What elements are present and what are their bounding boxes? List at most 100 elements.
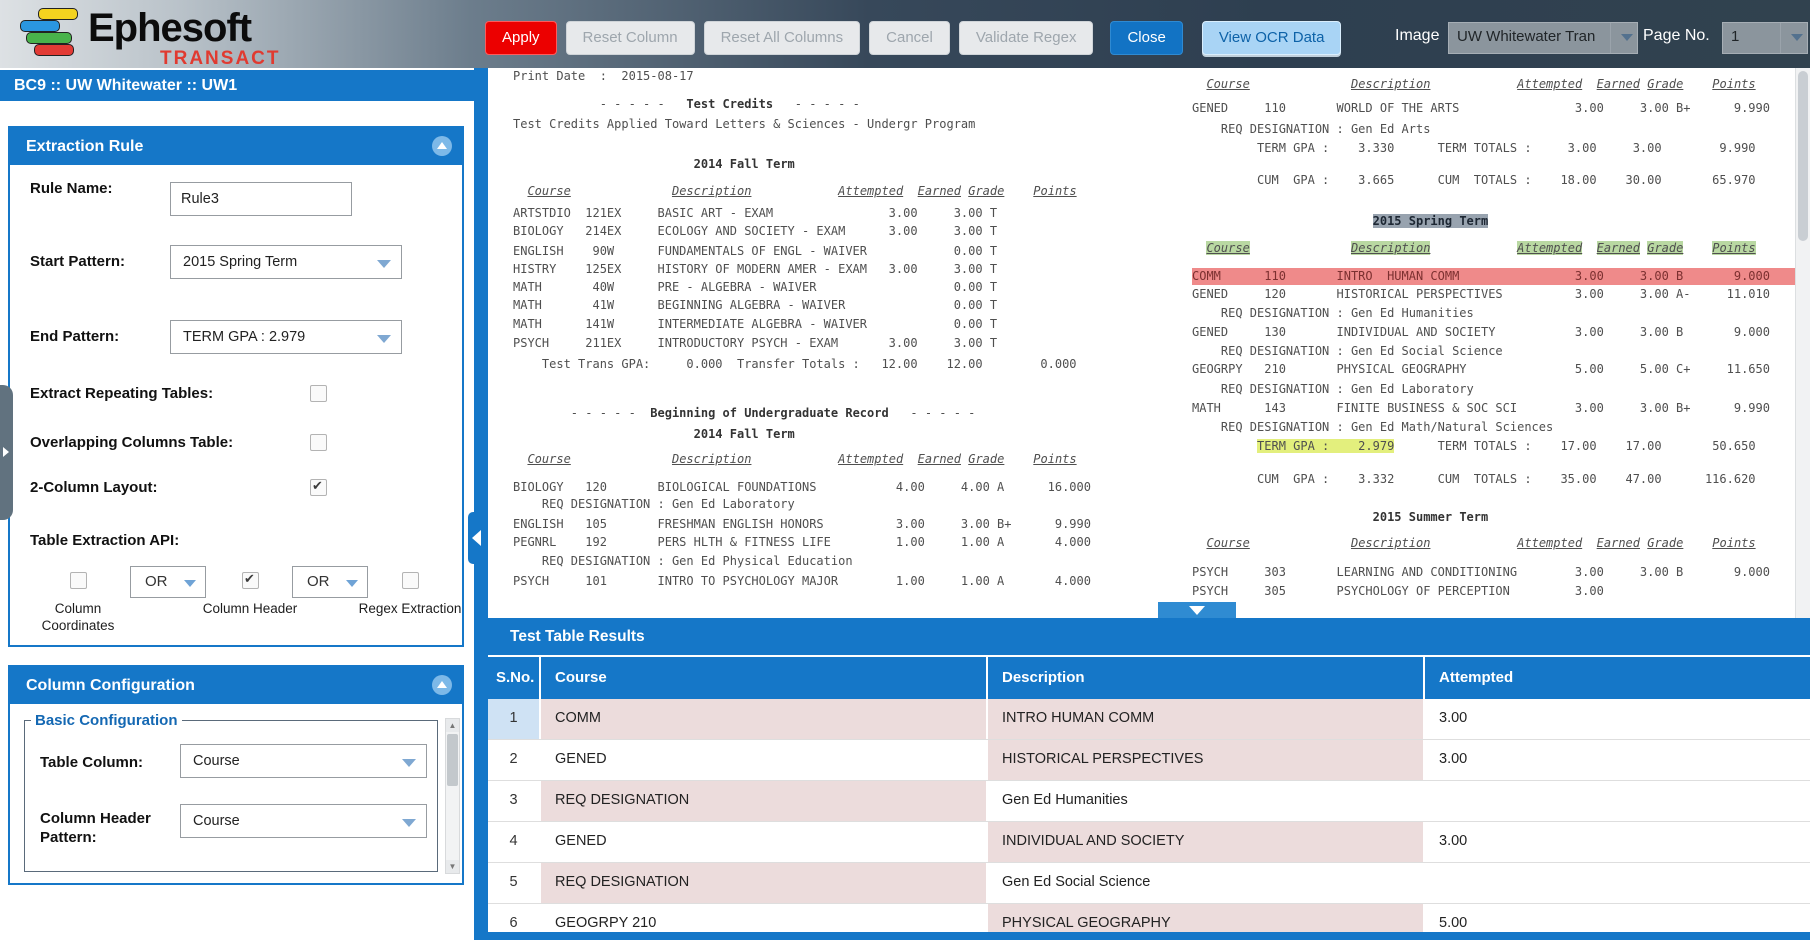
- regex-extraction-label: Regex Extraction: [350, 600, 470, 617]
- api-operator-select-1[interactable]: OR: [130, 566, 206, 598]
- view-ocr-data-button[interactable]: View OCR Data: [1202, 21, 1342, 55]
- api-operator-select-2[interactable]: OR: [292, 566, 368, 598]
- cell-attempted[interactable]: [1423, 863, 1810, 903]
- cell-attempted[interactable]: 3.00: [1423, 699, 1810, 739]
- document-text-line: MATH 143 FINITE BUSINESS & SOC SCI 3.00 …: [1192, 400, 1795, 417]
- reset-column-button[interactable]: Reset Column: [566, 21, 695, 55]
- table-column-select[interactable]: Course: [180, 744, 427, 778]
- sidebar-drawer-handle[interactable]: [0, 385, 13, 520]
- document-text-line: 2014 Fall Term: [513, 426, 1093, 443]
- cell-sno[interactable]: 3: [488, 781, 539, 821]
- cell-description[interactable]: HISTORICAL PERSPECTIVES: [986, 740, 1423, 780]
- cell-description[interactable]: INDIVIDUAL AND SOCIETY: [986, 822, 1423, 862]
- chevron-down-icon: [377, 335, 391, 350]
- two-column-layout-checkbox[interactable]: [310, 479, 327, 496]
- results-bottom-border: [488, 932, 1810, 940]
- reset-all-columns-button[interactable]: Reset All Columns: [704, 21, 861, 55]
- chevron-down-icon: [1621, 34, 1633, 47]
- document-text-line: PSYCH 305 PSYCHOLOGY OF PERCEPTION 3.00: [1192, 583, 1795, 600]
- overlapping-columns-table-checkbox[interactable]: [310, 434, 327, 451]
- table-row[interactable]: 5REQ DESIGNATIONGen Ed Social Science: [488, 863, 1810, 904]
- table-row[interactable]: 4GENEDINDIVIDUAL AND SOCIETY3.00: [488, 822, 1810, 863]
- scrollbar-thumb[interactable]: [447, 734, 458, 786]
- end-pattern-select[interactable]: TERM GPA : 2.979: [170, 320, 402, 354]
- cell-attempted[interactable]: 3.00: [1423, 822, 1810, 862]
- extract-repeating-tables-checkbox[interactable]: [310, 385, 327, 402]
- extraction-rule-header: Extraction Rule: [10, 128, 462, 165]
- start-pattern-select[interactable]: 2015 Spring Term: [170, 245, 402, 279]
- cell-course[interactable]: GENED: [539, 822, 986, 862]
- cell-sno[interactable]: 1: [488, 699, 539, 739]
- end-pattern-value: TERM GPA : 2.979: [171, 321, 401, 345]
- collapse-left-icon[interactable]: [468, 512, 488, 564]
- scroll-down-icon[interactable]: ▼: [446, 860, 459, 873]
- cell-description[interactable]: Gen Ed Social Science: [986, 863, 1423, 903]
- cell-course[interactable]: REQ DESIGNATION: [539, 863, 986, 903]
- cell-sno[interactable]: 4: [488, 822, 539, 862]
- start-pattern-label: Start Pattern:: [30, 253, 125, 270]
- document-text-line: CUM GPA : 3.665 CUM TOTALS : 18.00 30.00…: [1192, 172, 1795, 189]
- cancel-button[interactable]: Cancel: [869, 21, 950, 55]
- cell-attempted[interactable]: 3.00: [1423, 740, 1810, 780]
- page-select[interactable]: 1: [1722, 22, 1808, 54]
- validate-regex-button[interactable]: Validate Regex: [959, 21, 1094, 55]
- column-configuration-header: Column Configuration: [10, 667, 462, 704]
- cell-description[interactable]: Gen Ed Humanities: [986, 781, 1423, 821]
- table-row[interactable]: 2GENEDHISTORICAL PERSPECTIVES3.00: [488, 740, 1810, 781]
- document-scrollbar[interactable]: [1795, 68, 1810, 618]
- document-text-line: ENGLISH 105 FRESHMAN ENGLISH HONORS 3.00…: [513, 516, 1093, 533]
- results-rows: 1COMMINTRO HUMAN COMM3.002GENEDHISTORICA…: [488, 699, 1810, 940]
- document-text-line: 2015 Spring Term: [1192, 213, 1795, 230]
- document-text-line: PSYCH 101 INTRO TO PSYCHOLOGY MAJOR 1.00…: [513, 573, 1093, 590]
- breadcrumb: BC9 :: UW Whitewater :: UW1: [0, 70, 474, 101]
- image-select-value: UW Whitewater Tran: [1449, 23, 1637, 50]
- regex-extraction-checkbox[interactable]: [402, 572, 419, 589]
- document-viewer[interactable]: Print Date : 2015-08-17 - - - - - Test C…: [488, 68, 1795, 618]
- results-header-row: S.No.CourseDescriptionAttempted: [488, 655, 1810, 699]
- panel-scrollbar[interactable]: ▲ ▼: [445, 718, 460, 874]
- table-row[interactable]: 3REQ DESIGNATIONGen Ed Humanities: [488, 781, 1810, 822]
- cell-sno[interactable]: 2: [488, 740, 539, 780]
- rule-name-input[interactable]: [170, 182, 352, 216]
- cell-course[interactable]: COMM: [539, 699, 986, 739]
- chevron-down-icon: [402, 819, 416, 834]
- column-header-pattern-label: Column Header: [40, 810, 151, 827]
- apply-button[interactable]: Apply: [485, 21, 557, 55]
- chevron-down-icon: [346, 580, 358, 593]
- document-text-line: Course Description Attempted Earned Grad…: [1192, 240, 1795, 257]
- document-text-line: ENGLISH 90W FUNDAMENTALS OF ENGL - WAIVE…: [513, 243, 1093, 260]
- extraction-rule-panel: Extraction Rule Rule Name: Start Pattern…: [8, 126, 464, 647]
- document-text-line: REQ DESIGNATION : Gen Ed Humanities: [1192, 305, 1795, 322]
- cell-course[interactable]: GENED: [539, 740, 986, 780]
- cell-sno[interactable]: 5: [488, 863, 539, 903]
- document-text-line: TERM GPA : 2.979 TERM TOTALS : 17.00 17.…: [1192, 438, 1795, 455]
- brand-name: Ephesoft: [88, 6, 251, 51]
- close-button[interactable]: Close: [1110, 21, 1182, 55]
- cell-course[interactable]: REQ DESIGNATION: [539, 781, 986, 821]
- image-select[interactable]: UW Whitewater Tran: [1448, 22, 1638, 54]
- scrollbar-thumb[interactable]: [1798, 71, 1808, 241]
- collapse-panel-button[interactable]: [432, 675, 452, 695]
- column-header-pattern-select[interactable]: Course: [180, 804, 427, 838]
- cell-description[interactable]: INTRO HUMAN COMM: [986, 699, 1423, 739]
- collapse-panel-button[interactable]: [432, 136, 452, 156]
- basic-configuration-legend: Basic Configuration: [31, 712, 182, 729]
- document-text-line: HISTRY 125EX HISTORY OF MODERN AMER - EX…: [513, 261, 1093, 278]
- cell-attempted[interactable]: [1423, 781, 1810, 821]
- column-coordinates-checkbox[interactable]: [70, 572, 87, 589]
- panel-splitter[interactable]: [474, 68, 488, 940]
- document-text-line: COMM 110 INTRO HUMAN COMM 3.00 3.00 B 9.…: [1192, 268, 1795, 285]
- extraction-rule-title: Extraction Rule: [26, 138, 143, 155]
- table-row[interactable]: 1COMMINTRO HUMAN COMM3.00: [488, 699, 1810, 740]
- sidebar: Extraction Rule Rule Name: Start Pattern…: [0, 101, 474, 940]
- overlapping-columns-table-label: Overlapping Columns Table:: [30, 434, 233, 451]
- toolbar-buttons: Apply Reset Column Reset All ColumnsCancel…: [485, 21, 1341, 55]
- rule-name-label: Rule Name:: [30, 180, 113, 197]
- results-collapse-handle[interactable]: [1158, 602, 1236, 618]
- document-text-line: BIOLOGY 214EX ECOLOGY AND SOCIETY - EXAM…: [513, 223, 1093, 240]
- column-header-checkbox[interactable]: [242, 572, 259, 589]
- scroll-up-icon[interactable]: ▲: [446, 719, 459, 732]
- document-text-line: Course Description Attempted Earned Grad…: [1192, 535, 1795, 552]
- page-no-label: Page No.: [1643, 27, 1710, 45]
- document-left-column: Print Date : 2015-08-17 - - - - - Test C…: [513, 68, 1093, 618]
